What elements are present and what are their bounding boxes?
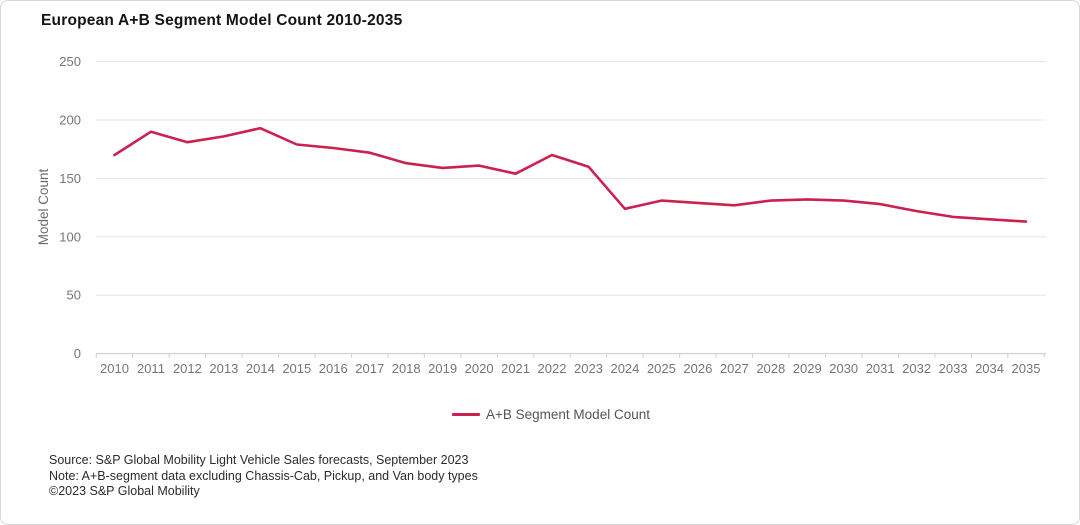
svg-text:200: 200 — [59, 113, 81, 128]
y-axis-tick-labels: 0 50 100 150 200 250 — [59, 54, 81, 361]
svg-text:2028: 2028 — [756, 361, 785, 376]
footer-note: Note: A+B-segment data excluding Chassis… — [49, 468, 478, 483]
svg-text:2012: 2012 — [173, 361, 202, 376]
svg-text:2029: 2029 — [793, 361, 822, 376]
svg-text:2021: 2021 — [501, 361, 530, 376]
svg-text:2010: 2010 — [100, 361, 129, 376]
svg-text:2030: 2030 — [829, 361, 858, 376]
svg-text:250: 250 — [59, 54, 81, 69]
legend-series-label: A+B Segment Model Count — [486, 407, 650, 422]
svg-text:2015: 2015 — [282, 361, 311, 376]
x-axis-ticks — [95, 353, 1045, 358]
footer-notes: Source: S&P Global Mobility Light Vehicl… — [49, 453, 478, 500]
svg-text:2031: 2031 — [866, 361, 895, 376]
svg-text:2024: 2024 — [610, 361, 639, 376]
legend-line-swatch-icon — [452, 413, 480, 416]
series-line — [113, 126, 1028, 223]
svg-text:2026: 2026 — [683, 361, 712, 376]
svg-text:2014: 2014 — [246, 361, 275, 376]
svg-text:2016: 2016 — [319, 361, 348, 376]
svg-text:150: 150 — [59, 171, 81, 186]
y-axis-title: Model Count — [36, 168, 51, 245]
svg-text:2034: 2034 — [975, 361, 1004, 376]
chart-title: European A+B Segment Model Count 2010-20… — [41, 12, 403, 29]
svg-text:2027: 2027 — [720, 361, 749, 376]
svg-text:2033: 2033 — [939, 361, 968, 376]
svg-text:2019: 2019 — [428, 361, 457, 376]
svg-text:2013: 2013 — [209, 361, 238, 376]
svg-text:2032: 2032 — [902, 361, 931, 376]
svg-text:0: 0 — [74, 346, 81, 361]
legend: A+B Segment Model Count — [61, 407, 1041, 422]
svg-text:2035: 2035 — [1012, 361, 1041, 376]
footer-source: Source: S&P Global Mobility Light Vehicl… — [49, 453, 469, 467]
svg-text:2017: 2017 — [355, 361, 384, 376]
footer-copyright: ©2023 S&P Global Mobility — [49, 484, 200, 498]
svg-text:2018: 2018 — [392, 361, 421, 376]
x-axis-tick-labels: 2010 2011 2012 2013 2014 2015 2016 2017 2018 2019… — [100, 361, 1040, 376]
y-gridlines — [96, 60, 1046, 355]
svg-text:2025: 2025 — [647, 361, 676, 376]
svg-text:2023: 2023 — [574, 361, 603, 376]
svg-text:50: 50 — [67, 288, 81, 303]
svg-text:100: 100 — [59, 229, 81, 244]
svg-text:2011: 2011 — [137, 361, 165, 376]
svg-text:2020: 2020 — [465, 361, 494, 376]
svg-text:2022: 2022 — [538, 361, 567, 376]
